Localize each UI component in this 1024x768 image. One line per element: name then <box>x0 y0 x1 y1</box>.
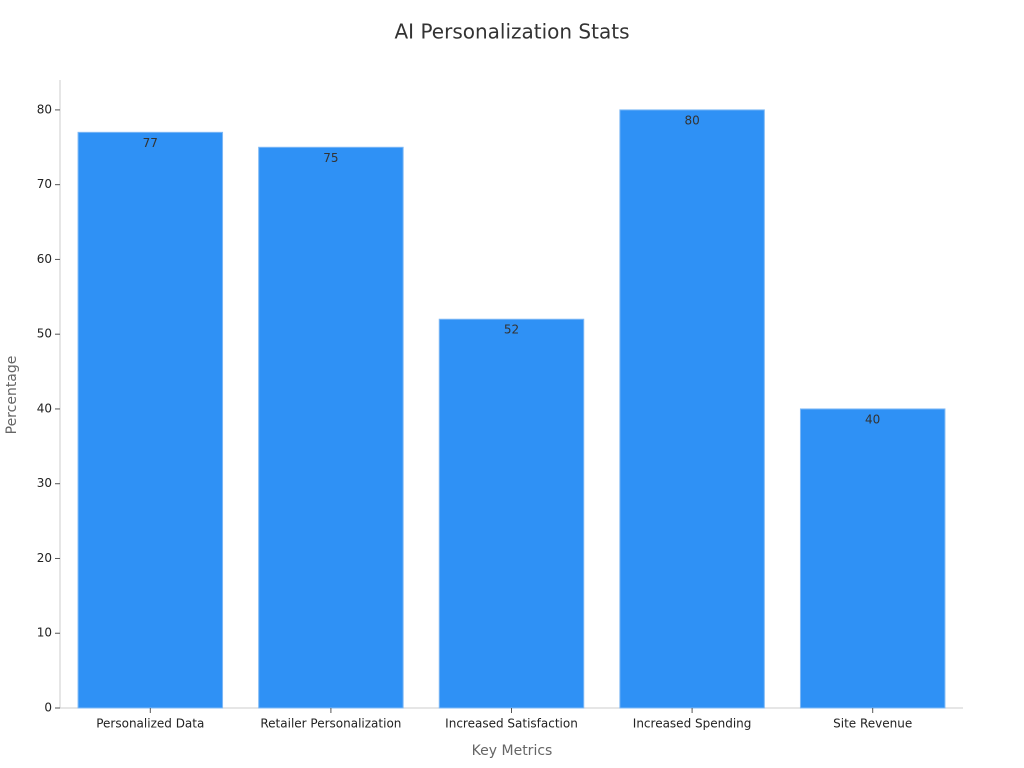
chart-title: AI Personalization Stats <box>395 20 630 44</box>
bar <box>799 408 946 709</box>
value-label: 40 <box>865 412 880 426</box>
y-tick-label: 30 <box>37 476 52 490</box>
value-label: 52 <box>504 323 519 337</box>
y-tick-label: 0 <box>44 701 52 715</box>
x-tick-label: Retailer Personalization <box>260 717 401 731</box>
y-tick-label: 60 <box>37 252 52 266</box>
bar <box>619 109 765 709</box>
value-label: 80 <box>684 113 699 127</box>
value-label: 75 <box>323 151 338 165</box>
y-tick-label: 20 <box>37 551 52 565</box>
x-axis-title: Key Metrics <box>472 743 553 759</box>
y-tick-label: 80 <box>37 102 52 116</box>
y-tick-label: 40 <box>37 401 52 415</box>
x-tick-label: Increased Satisfaction <box>445 717 578 731</box>
value-label: 77 <box>143 136 158 150</box>
bar <box>77 131 224 709</box>
y-tick-label: 10 <box>37 626 52 640</box>
bar <box>438 318 585 709</box>
x-tick-label: Site Revenue <box>833 717 912 731</box>
y-tick-label: 70 <box>37 177 52 191</box>
x-tick-label: Personalized Data <box>96 717 204 731</box>
x-tick-label: Increased Spending <box>633 717 752 731</box>
y-axis-title: Percentage <box>4 356 20 435</box>
y-tick-label: 50 <box>37 327 52 341</box>
bar <box>258 146 404 709</box>
